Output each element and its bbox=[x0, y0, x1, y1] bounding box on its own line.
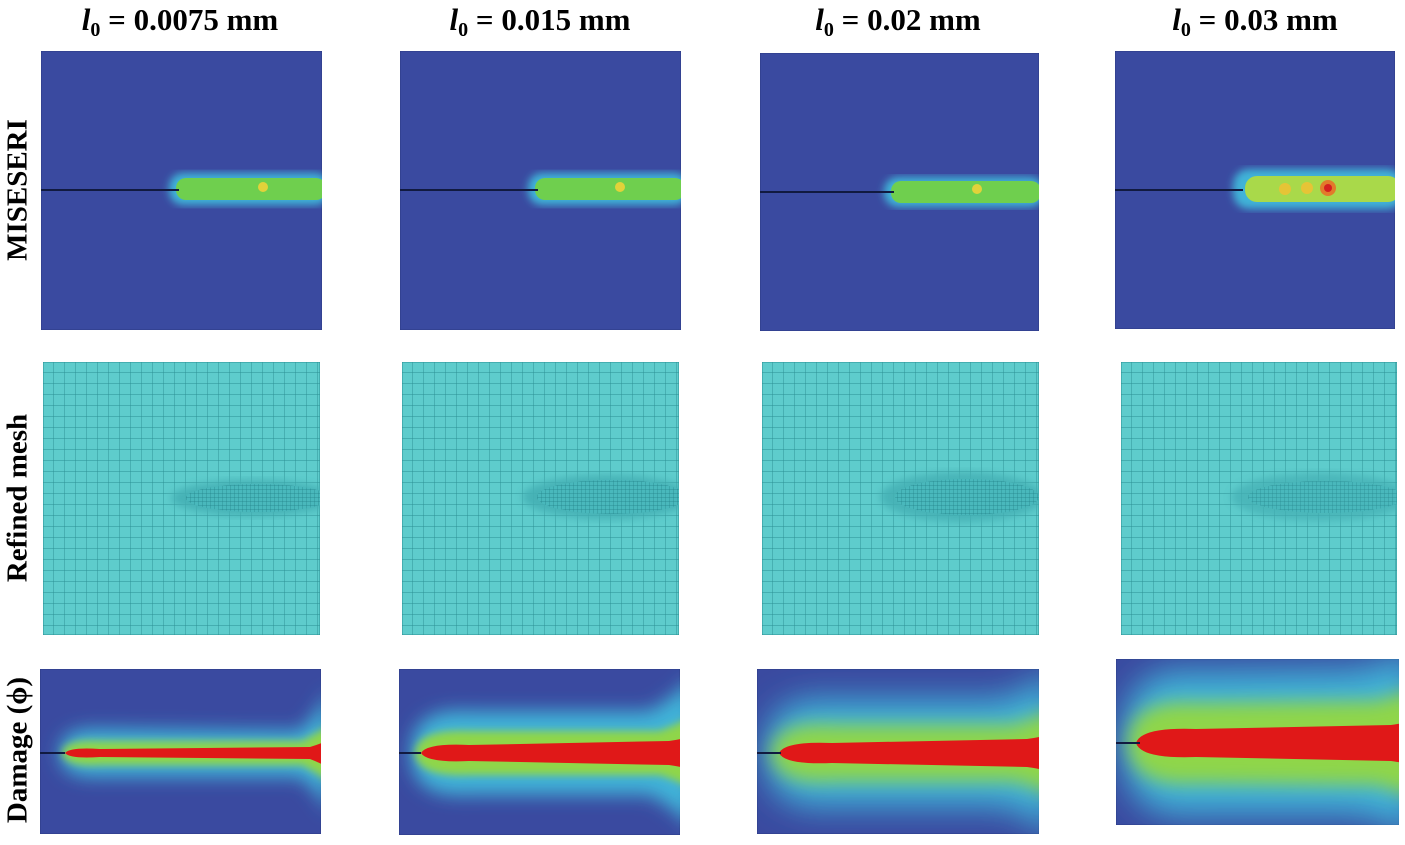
stress-panel-3 bbox=[760, 53, 1039, 331]
row-label-damage: Damage (ϕ) bbox=[1, 676, 34, 824]
mesh-panel-1 bbox=[43, 362, 320, 635]
column-title-4: l0 = 0.03 mm bbox=[1172, 2, 1338, 41]
stress-panel-1 bbox=[41, 51, 322, 330]
mesh-panel-3 bbox=[762, 362, 1039, 635]
row-label-refined-mesh: Refined mesh bbox=[1, 413, 34, 582]
row-label-miseseri: MISESERI bbox=[1, 119, 34, 261]
column-title-1: l0 = 0.0075 mm bbox=[81, 2, 279, 41]
damage-panel-1 bbox=[40, 669, 321, 834]
mesh-panel-2 bbox=[402, 362, 679, 635]
damage-panel-4 bbox=[1116, 659, 1399, 825]
damage-panel-3 bbox=[757, 669, 1039, 834]
damage-panel-2 bbox=[399, 669, 680, 835]
stress-panel-2 bbox=[400, 51, 681, 330]
column-title-2: l0 = 0.015 mm bbox=[449, 2, 631, 41]
mesh-panel-4 bbox=[1121, 362, 1397, 635]
stress-panel-4 bbox=[1115, 51, 1395, 329]
column-title-3: l0 = 0.02 mm bbox=[815, 2, 981, 41]
